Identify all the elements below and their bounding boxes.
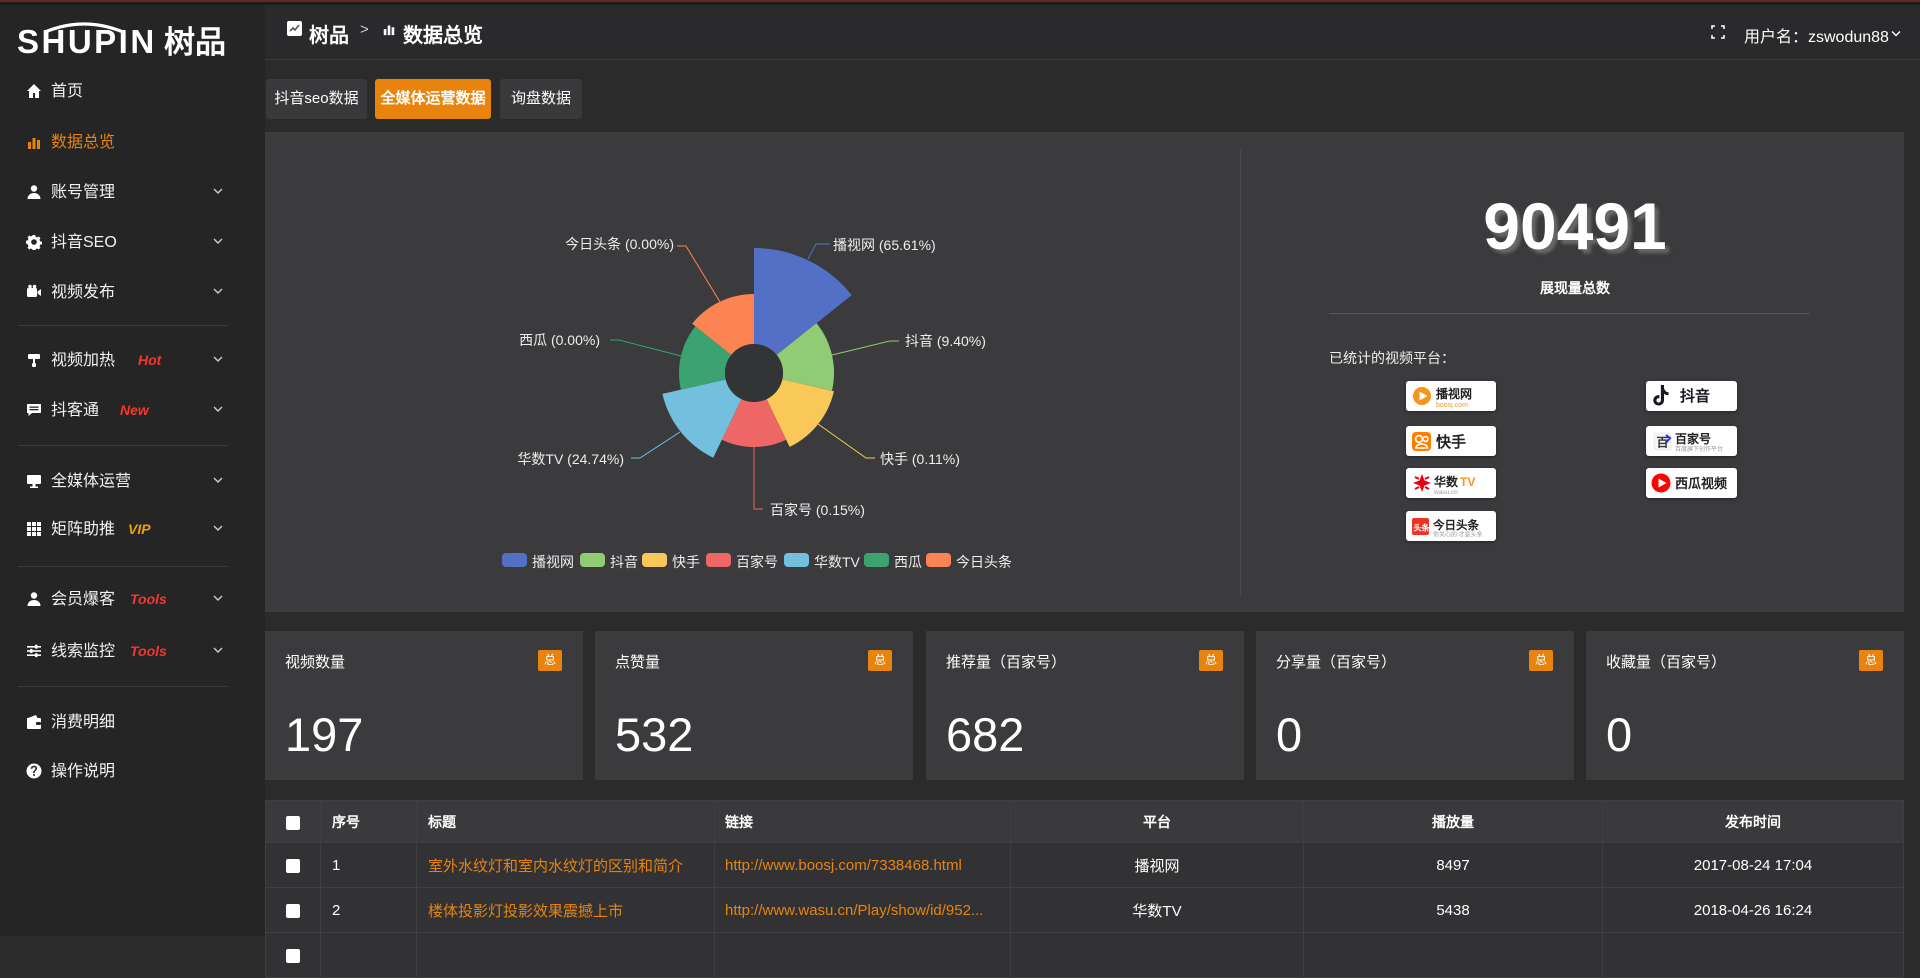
svg-text:西瓜视频: 西瓜视频 bbox=[1675, 476, 1727, 491]
svg-text:播视网: 播视网 bbox=[1436, 386, 1472, 401]
svg-text:boosj.com: boosj.com bbox=[1436, 402, 1468, 409]
svg-text:你关心的 才是头条: 你关心的 才是头条 bbox=[1433, 531, 1483, 539]
svg-text:华数: 华数 bbox=[1434, 474, 1459, 489]
svg-text:抖音: 抖音 bbox=[1680, 387, 1710, 405]
svg-text:今日头条: 今日头条 bbox=[1432, 518, 1479, 532]
svg-text:头条: 头条 bbox=[1414, 523, 1431, 533]
svg-text:树品: 树品 bbox=[164, 25, 226, 59]
svg-text:百: 百 bbox=[1657, 436, 1669, 450]
svg-text:百度旗下创作平台: 百度旗下创作平台 bbox=[1675, 445, 1723, 453]
svg-text:TV: TV bbox=[1460, 475, 1475, 489]
svg-text:百家号: 百家号 bbox=[1675, 431, 1711, 446]
svg-text:SHUPIN: SHUPIN bbox=[17, 23, 157, 59]
svg-text:wasu.cn: wasu.cn bbox=[1433, 489, 1458, 496]
svg-text:快手: 快手 bbox=[1436, 433, 1466, 451]
